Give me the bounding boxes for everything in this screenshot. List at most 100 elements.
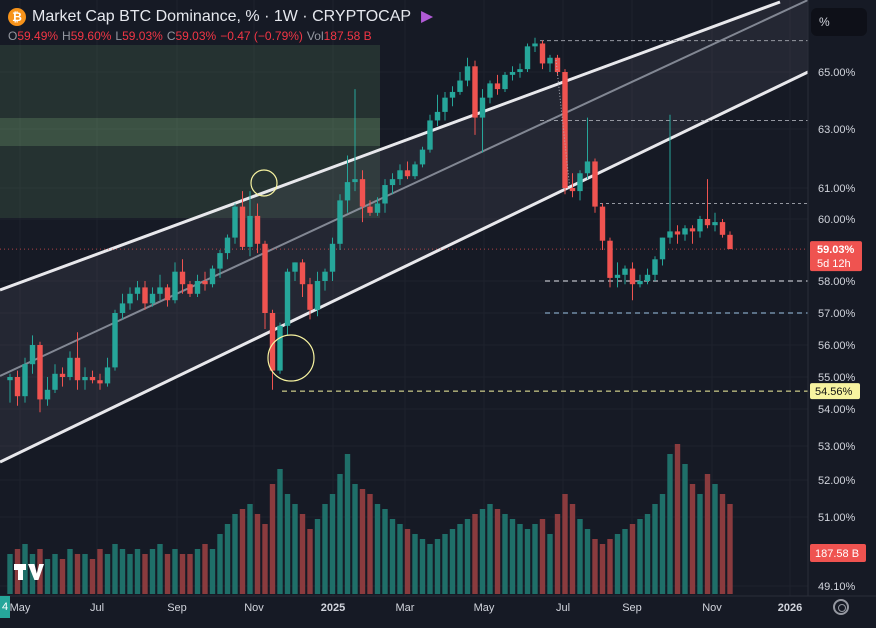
- candle-body: [269, 313, 276, 371]
- volume-bar: [427, 544, 433, 594]
- volume-bar: [224, 524, 231, 594]
- candle-body: [254, 215, 261, 244]
- volume-bar: [689, 484, 696, 594]
- volume-bar: [592, 539, 598, 594]
- volume-bar: [239, 509, 246, 594]
- candle-body: [14, 377, 21, 397]
- volume-bar: [202, 544, 208, 594]
- volume-bar: [292, 504, 298, 594]
- candle-body: [74, 357, 81, 381]
- candle-body: [404, 170, 411, 177]
- candle-body: [667, 231, 673, 238]
- y-tick-label: 54.00%: [818, 404, 856, 416]
- candle-body: [202, 281, 208, 285]
- candle-body: [532, 43, 538, 47]
- volume-bar: [367, 494, 373, 594]
- percent-scale-button[interactable]: %: [811, 8, 867, 36]
- candle-body: [547, 57, 553, 64]
- highlight-circle-top: [250, 169, 278, 197]
- candle-body: [412, 164, 418, 177]
- channel-upper-line: [0, 0, 781, 292]
- volume-bar: [14, 549, 21, 594]
- candle-body: [494, 83, 501, 90]
- countdown-label: 5d 12h: [817, 258, 851, 270]
- volume-bar: [97, 549, 103, 594]
- volume-bar: [89, 559, 96, 594]
- zone-box: [0, 45, 380, 218]
- candle-body: [277, 325, 283, 371]
- chart-title: Market Cap BTC Dominance, % · 1W · CRYPT…: [32, 8, 412, 25]
- volume-bar: [517, 524, 523, 594]
- candle-body: [592, 161, 598, 207]
- volume-bar: [134, 549, 141, 594]
- x-tick-label: May: [474, 602, 495, 614]
- channel-fill: [0, 0, 808, 462]
- x-tick-label: 2026: [778, 602, 802, 614]
- volume-bar: [194, 549, 201, 594]
- header-title-row: ₿ Market Cap BTC Dominance, % · 1W · CRY…: [8, 8, 434, 26]
- volume-bar: [307, 529, 313, 594]
- volume-bar: [112, 544, 118, 594]
- corner-label: 4: [0, 596, 10, 618]
- volume-bar: [487, 504, 493, 594]
- candle-body: [262, 243, 268, 313]
- candle-body: [307, 284, 313, 310]
- candle-body: [652, 259, 658, 275]
- volume-bar: [727, 504, 733, 594]
- volume-bar: [359, 489, 366, 594]
- flag-icon[interactable]: [421, 11, 434, 23]
- x-tick-label: Jul: [556, 602, 570, 614]
- volume-bar: [262, 524, 268, 594]
- ohlc-high: H59.60%: [62, 29, 112, 43]
- settings-icon[interactable]: [833, 599, 849, 615]
- candle-body: [577, 173, 583, 192]
- volume-bar: [704, 474, 711, 594]
- candle-body: [337, 200, 343, 244]
- x-tick-label: May: [10, 602, 31, 614]
- volume-bar: [682, 464, 688, 594]
- candle-body: [179, 271, 186, 285]
- y-tick-label: 63.00%: [818, 124, 856, 136]
- candle-body: [397, 170, 403, 180]
- volume-bar: [269, 484, 276, 594]
- candle-body: [172, 271, 178, 301]
- ohlc-row: O59.49% H59.60% L59.03% C59.03% −0.47 (−…: [8, 29, 433, 43]
- volume-bar: [674, 444, 681, 594]
- volume-bar: [217, 534, 223, 594]
- candle-body: [322, 271, 328, 281]
- channel-lower-line: [0, 70, 809, 464]
- candle-body: [697, 219, 703, 232]
- volume-bar: [344, 454, 351, 594]
- volume-bar: [187, 554, 193, 594]
- candle-body: [659, 237, 666, 260]
- volume-bar: [419, 539, 426, 594]
- candle-body: [209, 268, 216, 285]
- bitcoin-icon: ₿: [8, 8, 26, 26]
- volume-bar: [712, 484, 718, 594]
- volume-bar: [337, 474, 343, 594]
- volume-bar: [232, 514, 238, 594]
- volume-bar: [412, 534, 418, 594]
- candle-body: [232, 206, 238, 238]
- zone-band: [0, 118, 380, 146]
- ohlc-volume: Vol187.58 B: [306, 29, 372, 43]
- candle-body: [614, 274, 621, 278]
- candle-body: [629, 268, 636, 285]
- candle-body: [97, 380, 103, 384]
- volume-bar: [637, 519, 643, 594]
- x-tick-label: Mar: [396, 602, 415, 614]
- candle-body: [517, 69, 523, 72]
- candle-body: [67, 357, 73, 377]
- candle-body: [622, 268, 628, 275]
- volume-bar: [172, 549, 178, 594]
- volume-bar: [314, 519, 321, 594]
- candle-body: [59, 373, 66, 377]
- candle-body: [644, 274, 651, 281]
- candle-body: [44, 389, 51, 400]
- x-tick-label: Sep: [167, 602, 187, 614]
- candle-body: [104, 367, 111, 384]
- volume-bar: [157, 544, 163, 594]
- price-axis-bg: [808, 0, 876, 596]
- volume-bar: [449, 529, 456, 594]
